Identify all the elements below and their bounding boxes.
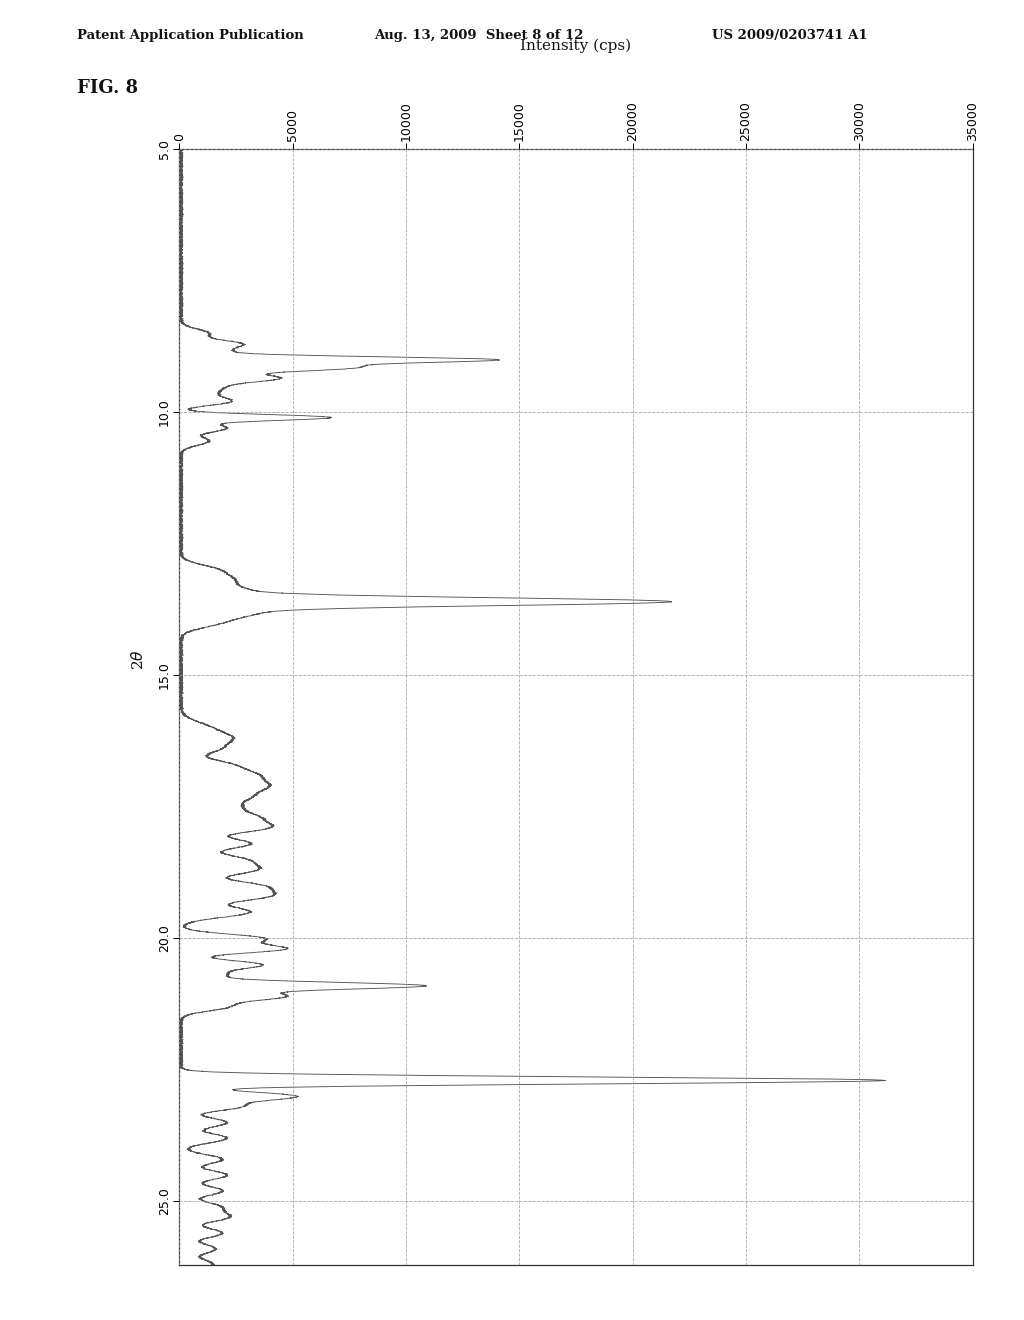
Text: FIG. 8: FIG. 8 xyxy=(77,79,138,98)
Text: US 2009/0203741 A1: US 2009/0203741 A1 xyxy=(712,29,867,42)
Text: 2$\theta$: 2$\theta$ xyxy=(130,649,146,671)
Text: Intensity (cps): Intensity (cps) xyxy=(520,38,632,53)
Text: Patent Application Publication: Patent Application Publication xyxy=(77,29,303,42)
Text: Aug. 13, 2009  Sheet 8 of 12: Aug. 13, 2009 Sheet 8 of 12 xyxy=(374,29,584,42)
